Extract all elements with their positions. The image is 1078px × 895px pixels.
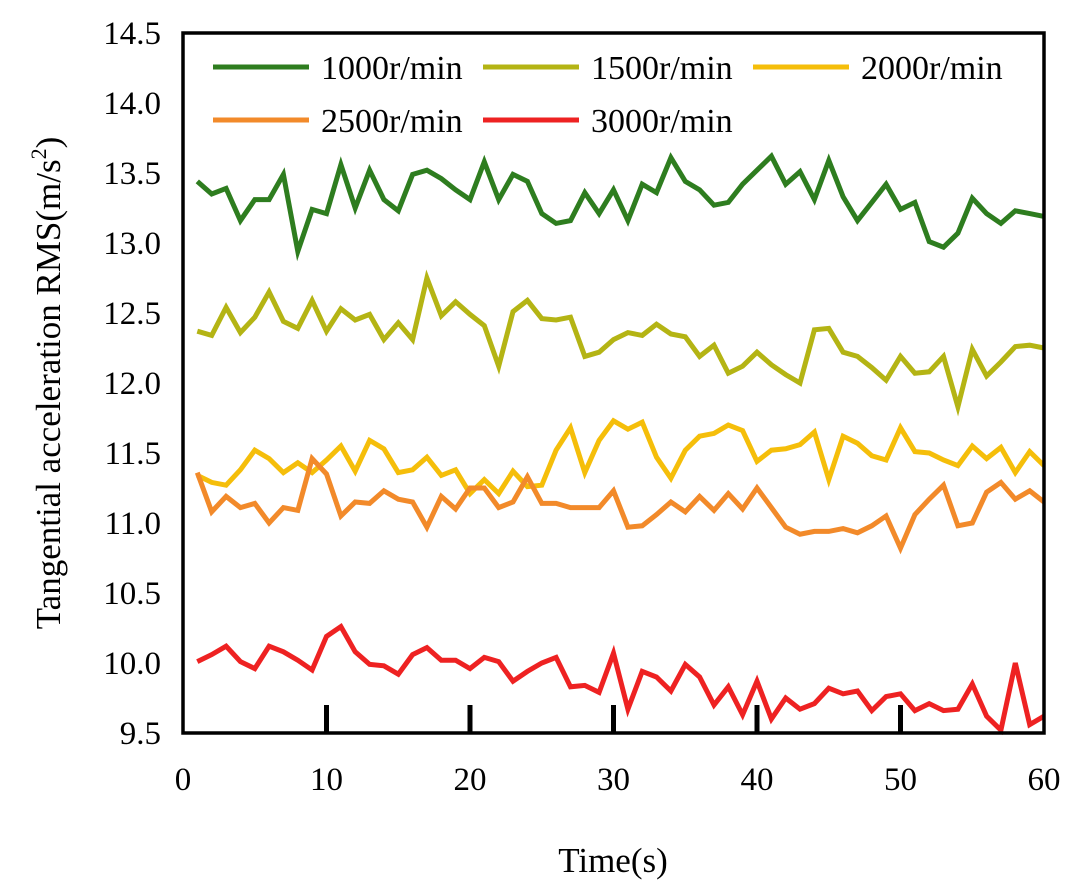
y-tick-label: 10.0	[103, 646, 161, 682]
x-tick-label: 20	[454, 762, 487, 798]
y-tick-labels: 9.5 10.0 10.5 11.0 11.5 12.0 12.5 13.0 13.5 14.0 1…	[103, 16, 161, 752]
y-tick-label: 14.0	[103, 86, 161, 122]
y-tick-label: 13.5	[103, 156, 161, 192]
y-tick-label: 14.5	[103, 16, 161, 52]
x-tick-label: 40	[741, 762, 774, 798]
legend: 1000r/min 1500r/min 2000r/min 2500r/min 3000…	[213, 50, 1003, 140]
ticks-layer	[324, 705, 903, 733]
y-tick-label: 12.0	[103, 366, 161, 402]
legend-label-4: 2500r/min	[321, 103, 463, 140]
series-layer	[194, 152, 1046, 736]
legend-label-5: 3000r/min	[591, 103, 733, 140]
x-tick-label: 30	[597, 762, 630, 798]
y-tick-label: 10.5	[103, 576, 161, 612]
series-line-5	[196, 623, 1046, 736]
x-tick-labels: 0 10 20 30 40 50 60	[175, 762, 1061, 798]
y-tick-label: 11.5	[104, 436, 161, 472]
series-line-1	[195, 152, 1045, 262]
y-tick-label: 13.0	[103, 226, 161, 262]
series-line-4	[194, 453, 1046, 555]
legend-label-3: 2000r/min	[861, 50, 1003, 87]
x-tick-label: 50	[884, 762, 917, 798]
plot-frame	[181, 31, 1046, 735]
series-line-2	[196, 269, 1045, 417]
y-axis-title-end: )	[29, 137, 68, 149]
series-line-3	[196, 417, 1046, 498]
x-tick-label: 0	[175, 762, 192, 798]
x-tick-label: 10	[310, 762, 343, 798]
y-tick-label: 12.5	[103, 296, 161, 332]
x-axis-title: Time(s)	[558, 841, 668, 880]
legend-label-2: 1500r/min	[591, 50, 733, 87]
y-tick-label: 9.5	[120, 716, 161, 752]
y-axis-title: Tangential acceleration RMS(m/s2)	[26, 137, 68, 630]
y-axis-title-main: Tangential acceleration RMS(m/s	[29, 159, 68, 629]
y-axis-title-superscript: 2	[26, 148, 51, 159]
legend-label-1: 1000r/min	[321, 50, 463, 87]
y-tick-label: 11.0	[104, 506, 161, 542]
x-tick-label: 60	[1028, 762, 1061, 798]
